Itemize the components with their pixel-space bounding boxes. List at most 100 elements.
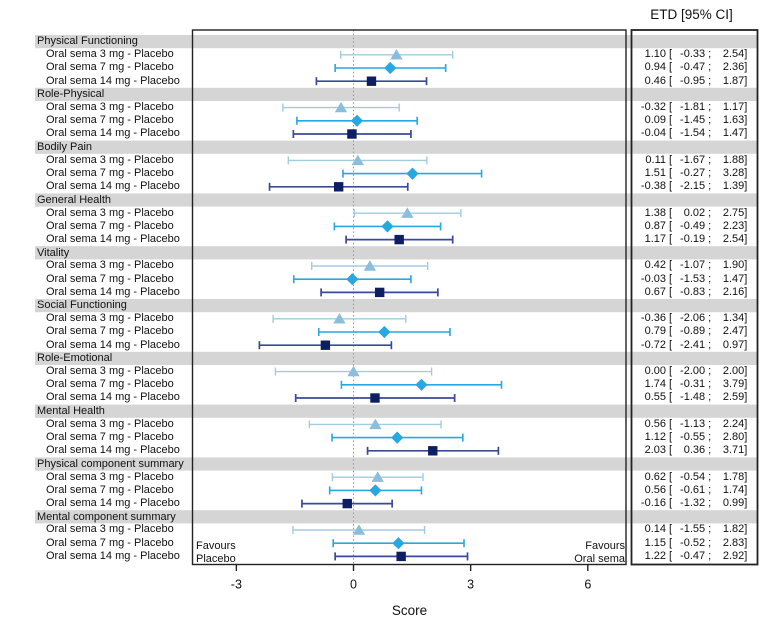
etd-value: 0.46 [-0.95 ; 1.87] (636, 74, 748, 88)
etd-number: -1.07 (680, 259, 706, 272)
etd-number: -0.55 (680, 430, 706, 443)
row-label: Oral sema 7 mg - Placebo (46, 378, 174, 391)
group-band (35, 193, 758, 207)
row-label: Oral sema 7 mg - Placebo (46, 483, 174, 496)
etd-separator: ; (705, 232, 712, 245)
etd-number: 0.46 (644, 74, 666, 87)
row-label: Oral sema 14 mg - Placebo (46, 444, 180, 457)
marker-square-icon (428, 446, 438, 456)
etd-separator: ] (744, 312, 748, 325)
marker-diamond-icon (381, 220, 394, 233)
x-axis-tick-label: 3 (467, 578, 474, 592)
etd-number: -1.48 (680, 391, 706, 404)
etd-number: -0.89 (680, 325, 706, 338)
marker-triangle-icon (401, 207, 414, 218)
etd-value: 1.22 [-0.47 ; 2.92] (636, 549, 748, 563)
etd-separator: ; (705, 391, 712, 404)
etd-number: 0.56 (644, 483, 666, 496)
etd-number: 1.78 (722, 470, 745, 483)
etd-separator: [ (666, 272, 673, 285)
marker-diamond-icon (346, 273, 359, 286)
etd-separator: ; (705, 483, 712, 496)
etd-number: -1.13 (680, 417, 706, 430)
etd-separator: [ (666, 536, 673, 549)
etd-separator: ] (744, 483, 748, 496)
etd-separator: [ (666, 523, 673, 536)
row-label: Oral sema 3 mg - Placebo (46, 48, 174, 61)
plot-frame (191, 29, 627, 566)
etd-separator: ] (744, 430, 748, 443)
etd-number: 3.79 (722, 378, 745, 391)
etd-value: 0.56 [-1.13 ; 2.24] (636, 417, 748, 431)
row-label: Oral sema 14 mg - Placebo (46, 496, 180, 509)
etd-value: 2.03 [0.36 ; 3.71] (636, 444, 748, 457)
etd-number: -0.61 (680, 483, 706, 496)
etd-separator: ; (705, 259, 712, 272)
etd-number: 3.28 (722, 166, 745, 179)
etd-separator: ; (705, 48, 712, 61)
x-axis-title: Score (391, 603, 428, 618)
etd-separator: ] (744, 180, 748, 193)
etd-separator: ] (744, 48, 748, 61)
marker-square-icon (396, 551, 406, 562)
etd-number: 0.62 (644, 470, 666, 483)
group-label: Role-Physical (37, 88, 105, 101)
etd-separator: [ (666, 483, 673, 496)
etd-separator: ] (744, 325, 748, 338)
etd-separator: ] (744, 232, 748, 245)
etd-number: 1.90 (722, 259, 745, 272)
etd-value: 0.09 [-1.45 ; 1.63] (636, 114, 748, 127)
etd-separator: [ (666, 219, 673, 232)
etd-separator: ] (744, 219, 748, 232)
etd-number: -2.15 (680, 180, 706, 193)
group-label: General Health (37, 193, 111, 206)
row-label: Oral sema 3 mg - Placebo (46, 364, 174, 377)
etd-value: 1.10 [-0.33 ; 2.54] (636, 48, 748, 61)
etd-separator: ; (705, 285, 712, 298)
row-label: Oral sema 14 mg - Placebo (46, 232, 180, 245)
favours-placebo-label-line2: Placebo (196, 552, 236, 565)
marker-triangle-icon (333, 313, 346, 324)
etd-number: 0.00 (644, 364, 666, 377)
etd-value: 0.67 [-0.83 ; 2.16] (636, 285, 748, 299)
etd-separator: [ (666, 496, 673, 509)
etd-separator: [ (666, 312, 673, 325)
etd-number: 0.14 (644, 523, 666, 536)
etd-separator: ; (705, 114, 712, 127)
marker-diamond-icon (415, 378, 428, 391)
etd-separator: ] (744, 166, 748, 179)
row-label: Oral sema 7 mg - Placebo (46, 219, 174, 232)
etd-separator: ] (744, 259, 748, 272)
etd-number: -1.81 (680, 100, 706, 113)
etd-number: 1.22 (644, 549, 666, 562)
etd-separator: [ (666, 325, 673, 338)
marker-triangle-icon (334, 101, 348, 113)
etd-number: 1.39 (722, 180, 745, 193)
etd-value: -0.36 [-2.06 ; 1.34] (636, 312, 747, 325)
etd-number: 1.38 (644, 206, 666, 219)
etd-number: 0.09 (644, 114, 666, 127)
etd-number: 0.56 (644, 417, 666, 430)
etd-value: 1.17 [-0.19 ; 2.54] (636, 232, 748, 246)
marker-square-icon (374, 287, 385, 298)
group-band (35, 87, 758, 101)
etd-separator: ] (744, 100, 748, 113)
etd-separator: [ (666, 74, 673, 87)
etd-separator: ; (705, 549, 712, 562)
etd-value: -0.32 [-1.81 ; 1.17] (636, 101, 747, 114)
etd-value: 0.00 [-2.00 ; 2.00] (636, 364, 748, 378)
favours-oral-sema-label-line1: Favours (585, 540, 625, 552)
etd-number: 0.87 (644, 219, 666, 232)
marker-square-icon (333, 182, 344, 192)
etd-separator: [ (666, 391, 673, 404)
etd-separator: ; (705, 74, 712, 87)
etd-separator: ; (705, 417, 712, 430)
etd-value: -0.03 [-1.53 ; 1.47] (636, 273, 747, 286)
etd-separator: ] (744, 496, 748, 509)
etd-separator: [ (666, 114, 673, 127)
group-band (35, 35, 758, 49)
marker-triangle-icon (351, 154, 364, 166)
etd-separator: ] (744, 61, 748, 74)
etd-number: -1.55 (680, 523, 706, 536)
